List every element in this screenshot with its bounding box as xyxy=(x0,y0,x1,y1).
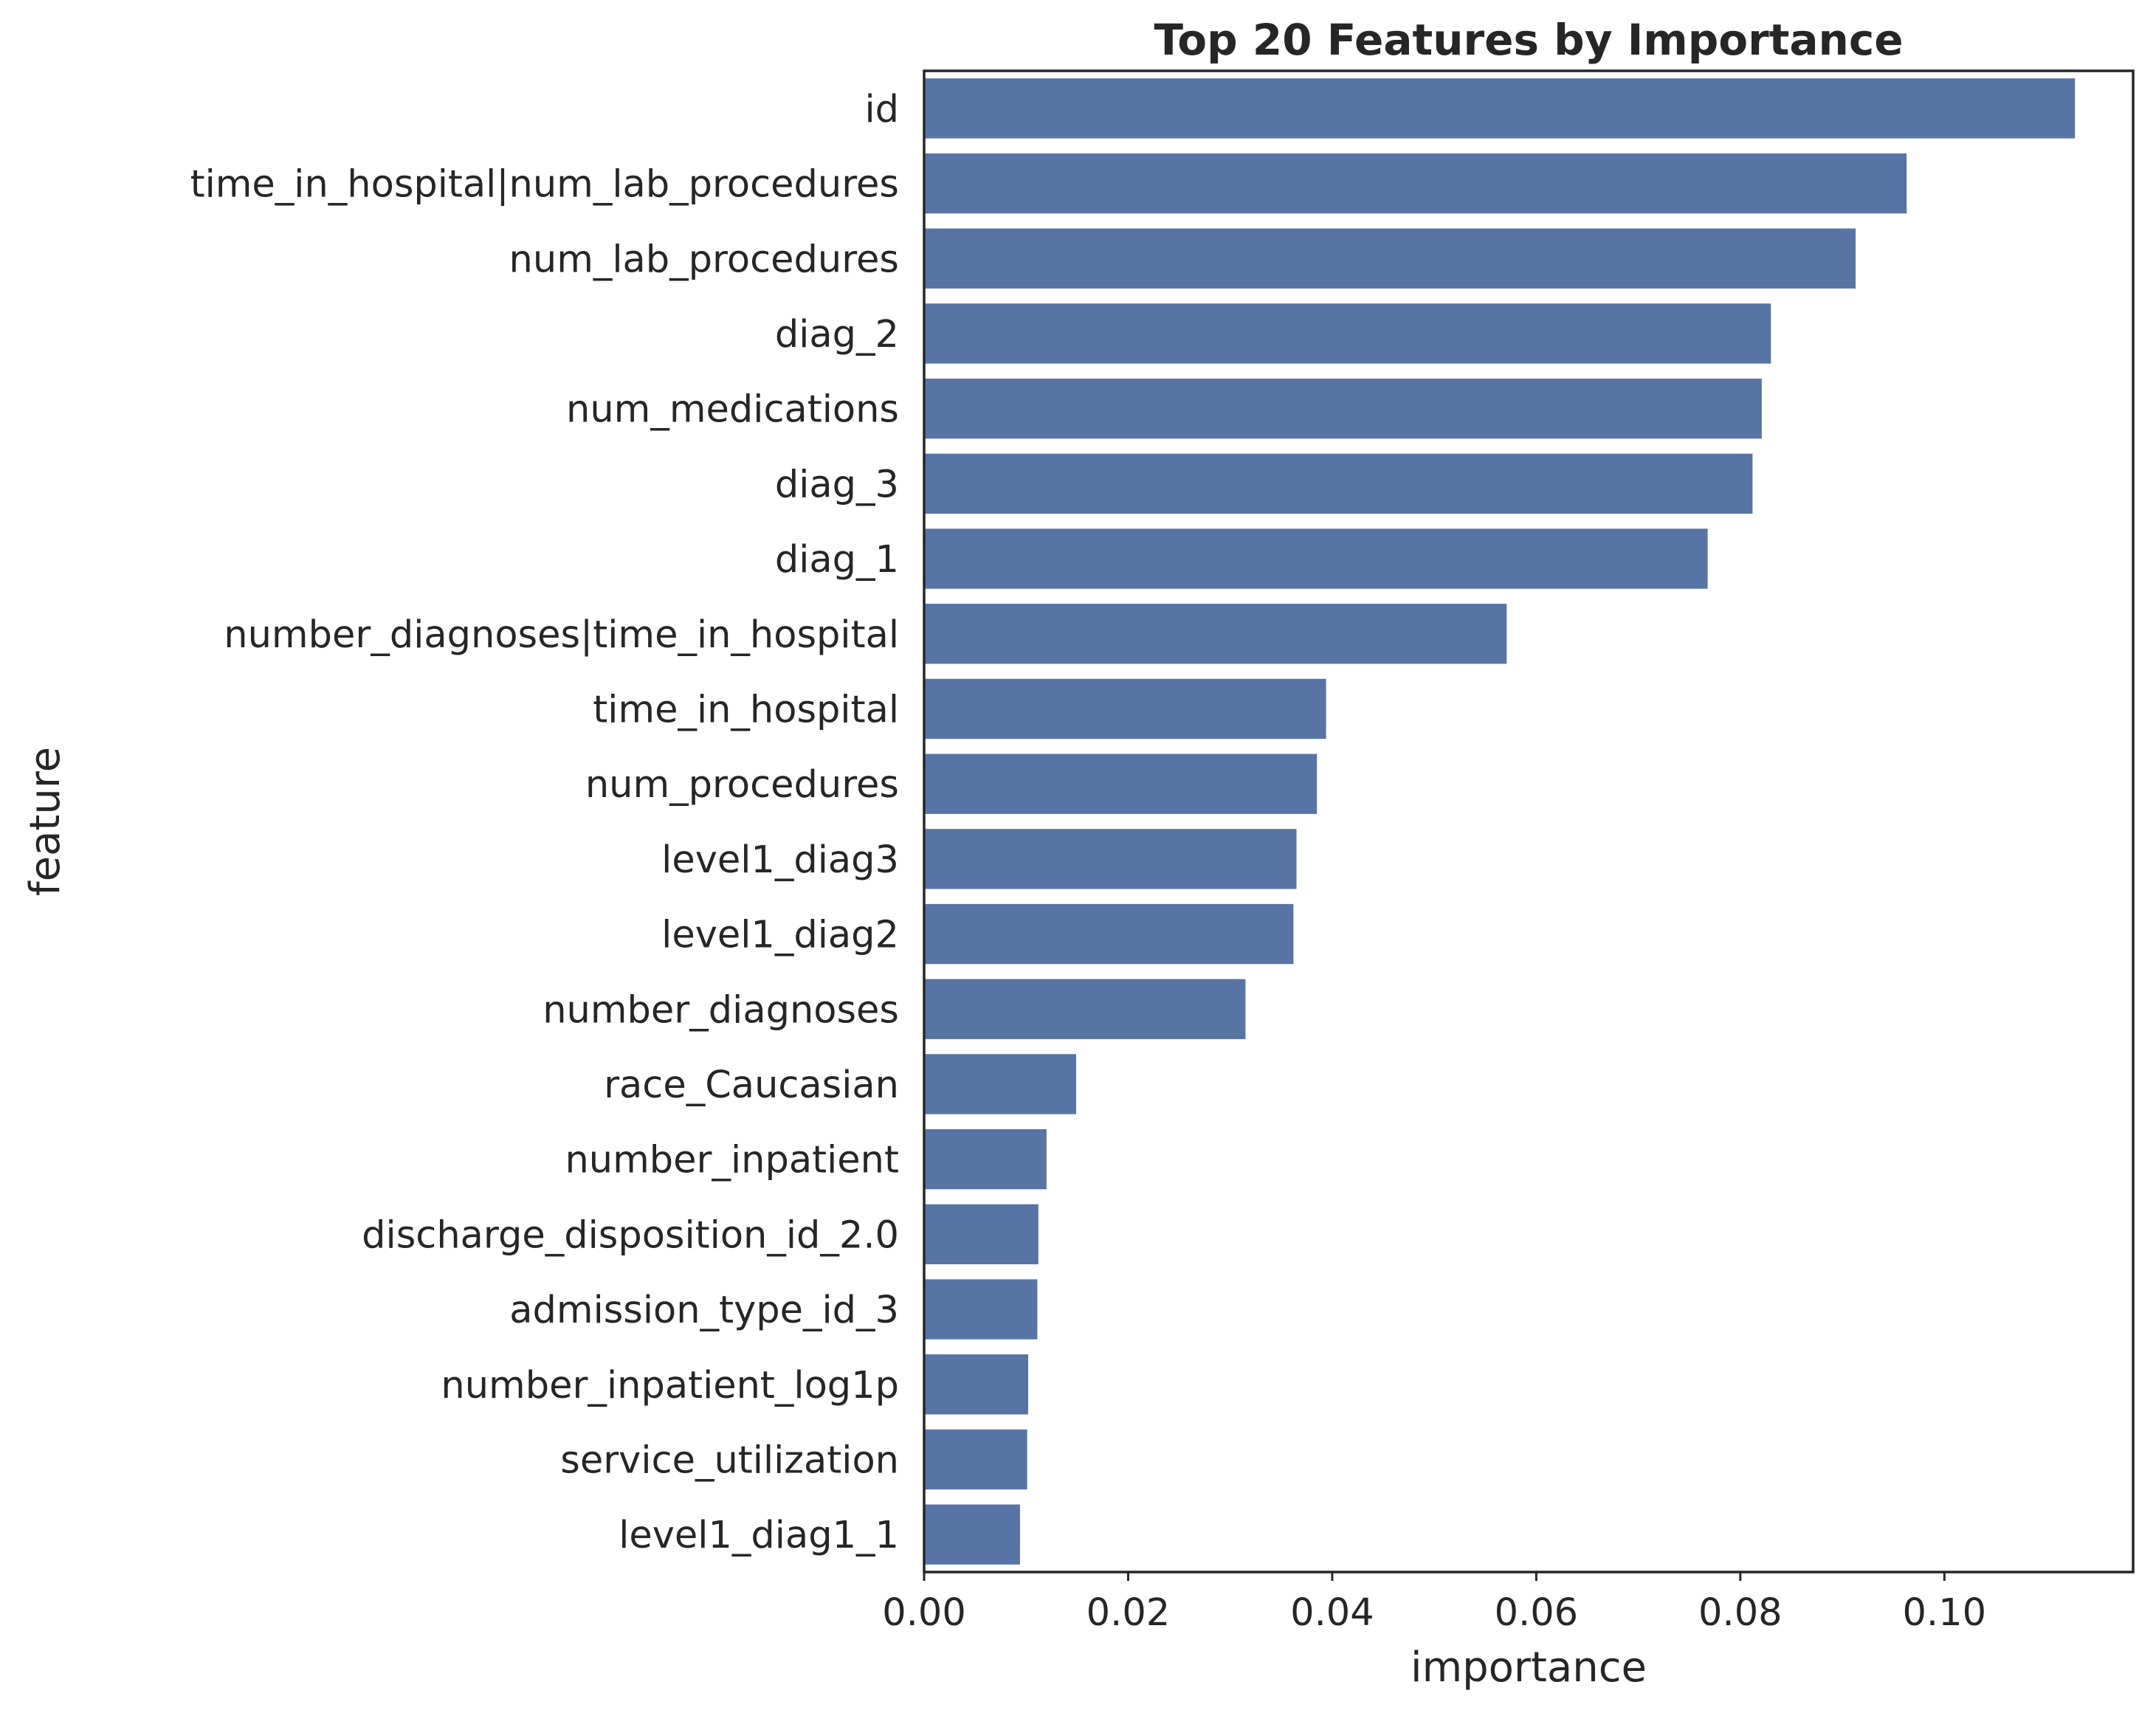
bar-level1_diag3 xyxy=(924,829,1297,889)
y-tick-label: number_diagnoses|time_in_hospital xyxy=(224,613,899,657)
y-tick-label: diag_2 xyxy=(775,313,899,356)
x-tick-labels: 0.00 0.02 0.04 0.06 0.08 0.10 xyxy=(882,1572,1986,1635)
bar-admission_type_id_3 xyxy=(924,1279,1038,1340)
bar-diag_1 xyxy=(924,528,1708,589)
y-tick-label: num_procedures xyxy=(585,763,899,807)
y-tick-label: level1_diag1_1 xyxy=(619,1514,899,1557)
y-tick-label: diag_1 xyxy=(775,538,899,582)
y-tick-label: num_medications xyxy=(566,388,899,432)
chart-title: Top 20 Features by Importance xyxy=(1154,15,1903,65)
x-tick-label: 0.10 xyxy=(1902,1591,1986,1635)
y-tick-label: discharge_disposition_id_2.0 xyxy=(362,1213,899,1257)
x-tick-label: 0.06 xyxy=(1495,1591,1579,1635)
bar-diag_2 xyxy=(924,303,1771,364)
y-tick-label: level1_diag3 xyxy=(661,838,899,882)
x-tick-label: 0.00 xyxy=(882,1591,966,1635)
bar-diag_3 xyxy=(924,453,1753,514)
x-tick-label: 0.04 xyxy=(1290,1591,1374,1635)
y-tick-labels: id time_in_hospital|num_lab_proceduresnum… xyxy=(190,88,899,1557)
x-tick-label: 0.08 xyxy=(1698,1591,1783,1635)
y-tick-label: time_in_hospital|num_lab_procedures xyxy=(190,163,899,207)
y-tick-label: admission_type_id_3 xyxy=(509,1289,899,1332)
bar-time_in_hospital|num_lab_procedures xyxy=(924,153,1907,214)
y-tick-label: service_utilization xyxy=(560,1438,899,1482)
bars-group xyxy=(924,78,2076,1565)
y-tick-label: number_diagnoses xyxy=(543,988,899,1032)
bar-race_Caucasian xyxy=(924,1054,1076,1114)
y-tick-label: time_in_hospital xyxy=(593,688,899,731)
bar-number_diagnoses xyxy=(924,979,1246,1039)
y-axis-label: feature xyxy=(21,747,69,896)
bar-level1_diag1_1 xyxy=(924,1504,1020,1565)
bar-id xyxy=(924,78,2076,139)
bar-level1_diag2 xyxy=(924,903,1294,965)
y-tick-label: num_lab_procedures xyxy=(509,238,899,281)
y-tick-label: level1_diag2 xyxy=(661,914,899,957)
plot-frame xyxy=(923,69,2135,1574)
bar-service_utilization xyxy=(924,1429,1027,1490)
bar-number_inpatient xyxy=(924,1128,1047,1190)
x-tick-label: 0.02 xyxy=(1086,1591,1171,1635)
bar-num_medications xyxy=(924,378,1762,439)
y-tick-label: id xyxy=(864,88,899,131)
bar-num_procedures xyxy=(924,754,1318,814)
bar-time_in_hospital xyxy=(924,678,1326,740)
y-tick-label: race_Caucasian xyxy=(604,1064,899,1107)
bar-number_inpatient_log1p xyxy=(924,1354,1028,1415)
bar-number_diagnoses|time_in_hospital xyxy=(924,604,1507,664)
bar-discharge_disposition_id_2.0 xyxy=(924,1204,1039,1265)
bar-num_lab_procedures xyxy=(924,228,1856,289)
y-tick-label: diag_3 xyxy=(775,463,899,506)
y-tick-label: number_inpatient xyxy=(565,1139,899,1182)
y-tick-label: number_inpatient_log1p xyxy=(441,1364,899,1407)
x-axis-label: importance xyxy=(1411,1644,1647,1692)
